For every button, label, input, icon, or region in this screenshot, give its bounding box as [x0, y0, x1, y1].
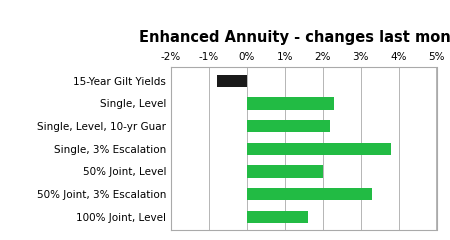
- Bar: [247, 97, 334, 110]
- Bar: [247, 188, 372, 200]
- Title: Enhanced Annuity - changes last month: Enhanced Annuity - changes last month: [139, 30, 450, 45]
- Bar: [247, 143, 391, 155]
- Bar: [216, 75, 247, 87]
- Bar: [247, 120, 330, 132]
- Bar: [247, 165, 323, 178]
- Bar: [247, 210, 307, 223]
